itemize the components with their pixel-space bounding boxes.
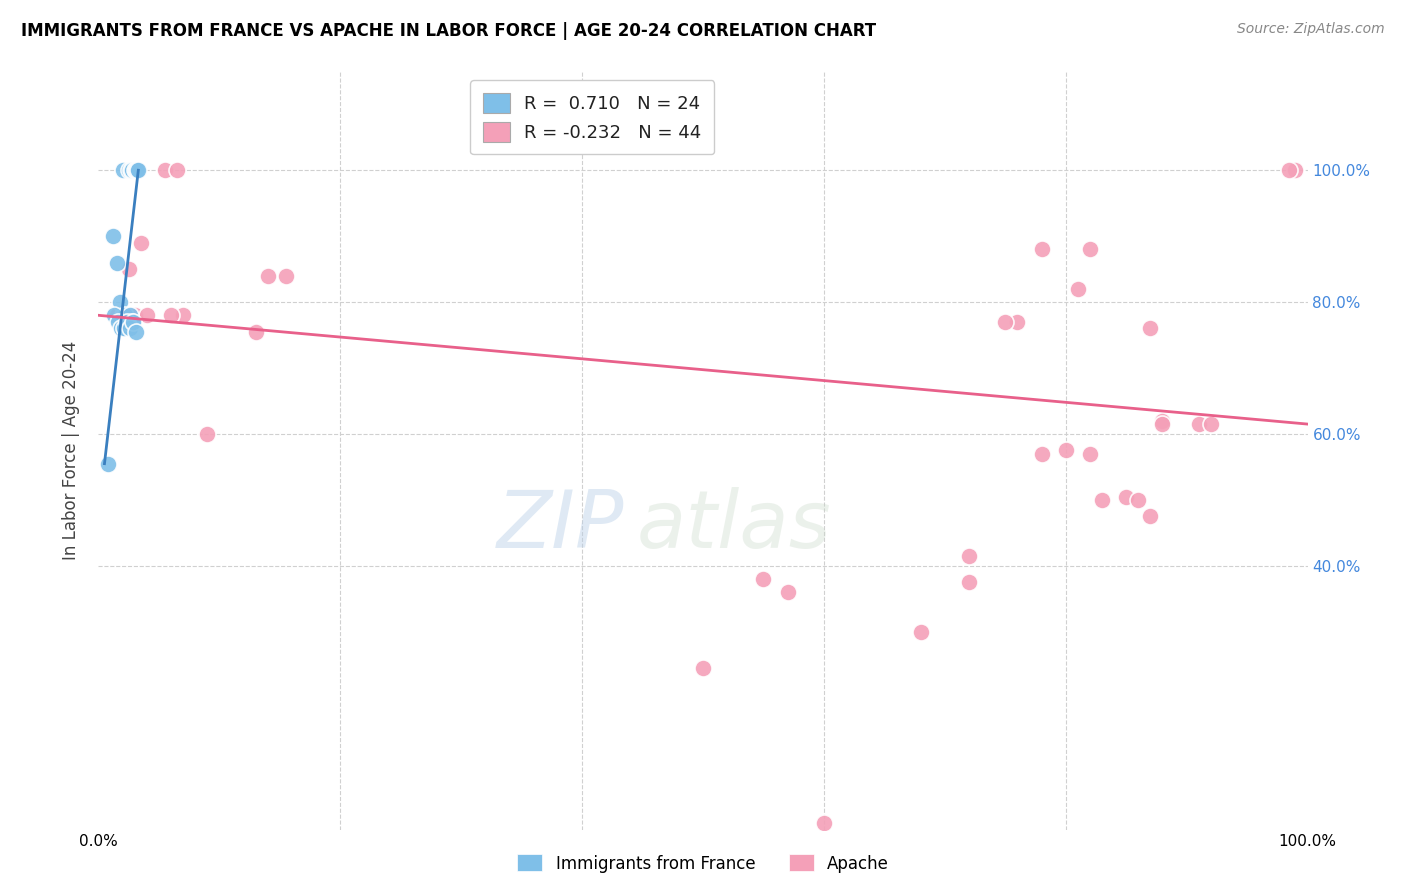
- Point: [129, 235, 152, 250]
- Point: [108, 295, 131, 310]
- Point: [1152, 414, 1174, 428]
- Point: [1152, 417, 1174, 431]
- Point: [121, 163, 143, 178]
- Point: [118, 308, 141, 322]
- Point: [118, 262, 141, 277]
- Point: [1091, 492, 1114, 507]
- Point: [1007, 315, 1029, 329]
- Point: [256, 268, 278, 283]
- Point: [112, 321, 135, 335]
- Point: [127, 163, 149, 178]
- Point: [752, 572, 775, 586]
- Point: [1031, 243, 1053, 257]
- Point: [1078, 243, 1101, 257]
- Point: [776, 585, 799, 599]
- Point: [1031, 447, 1053, 461]
- Point: [1078, 447, 1101, 461]
- Point: [1139, 321, 1161, 335]
- Point: [97, 457, 120, 471]
- Point: [118, 308, 141, 322]
- Point: [1284, 163, 1306, 178]
- Point: [105, 255, 128, 269]
- Point: [1199, 417, 1222, 431]
- Point: [172, 308, 194, 322]
- Point: [122, 315, 145, 329]
- Point: [111, 163, 134, 178]
- Point: [1115, 490, 1137, 504]
- Legend: Immigrants from France, Apache: Immigrants from France, Apache: [510, 847, 896, 880]
- Point: [994, 315, 1017, 329]
- Legend: R =  0.710   N = 24, R = -0.232   N = 44: R = 0.710 N = 24, R = -0.232 N = 44: [470, 80, 714, 154]
- Y-axis label: In Labor Force | Age 20-24: In Labor Force | Age 20-24: [62, 341, 80, 560]
- Point: [118, 308, 141, 322]
- Point: [1128, 492, 1150, 507]
- Point: [1188, 417, 1211, 431]
- Point: [110, 321, 132, 335]
- Point: [118, 321, 141, 335]
- Point: [160, 308, 183, 322]
- Point: [120, 163, 142, 178]
- Point: [957, 549, 980, 563]
- Point: [124, 308, 146, 322]
- Point: [125, 163, 148, 178]
- Point: [127, 163, 149, 178]
- Text: atlas: atlas: [637, 487, 831, 566]
- Point: [274, 268, 297, 283]
- Point: [118, 163, 141, 178]
- Text: IMMIGRANTS FROM FRANCE VS APACHE IN LABOR FORCE | AGE 20-24 CORRELATION CHART: IMMIGRANTS FROM FRANCE VS APACHE IN LABO…: [21, 22, 876, 40]
- Point: [103, 308, 125, 322]
- Point: [105, 308, 128, 322]
- Point: [124, 163, 146, 178]
- Point: [111, 308, 134, 322]
- Point: [1067, 282, 1090, 296]
- Point: [692, 661, 714, 675]
- Point: [1278, 163, 1301, 178]
- Point: [101, 229, 124, 244]
- Point: [111, 308, 134, 322]
- Point: [910, 624, 932, 639]
- Point: [245, 325, 267, 339]
- Point: [117, 315, 139, 329]
- Point: [957, 575, 980, 590]
- Point: [121, 315, 143, 329]
- Point: [125, 325, 148, 339]
- Point: [118, 308, 141, 322]
- Point: [153, 163, 176, 178]
- Point: [135, 308, 157, 322]
- Point: [813, 816, 835, 830]
- Point: [1139, 509, 1161, 524]
- Text: Source: ZipAtlas.com: Source: ZipAtlas.com: [1237, 22, 1385, 37]
- Point: [1054, 443, 1077, 458]
- Point: [107, 315, 129, 329]
- Point: [118, 315, 141, 329]
- Text: ZIP: ZIP: [498, 487, 624, 566]
- Point: [195, 427, 218, 442]
- Point: [166, 163, 188, 178]
- Point: [114, 308, 136, 322]
